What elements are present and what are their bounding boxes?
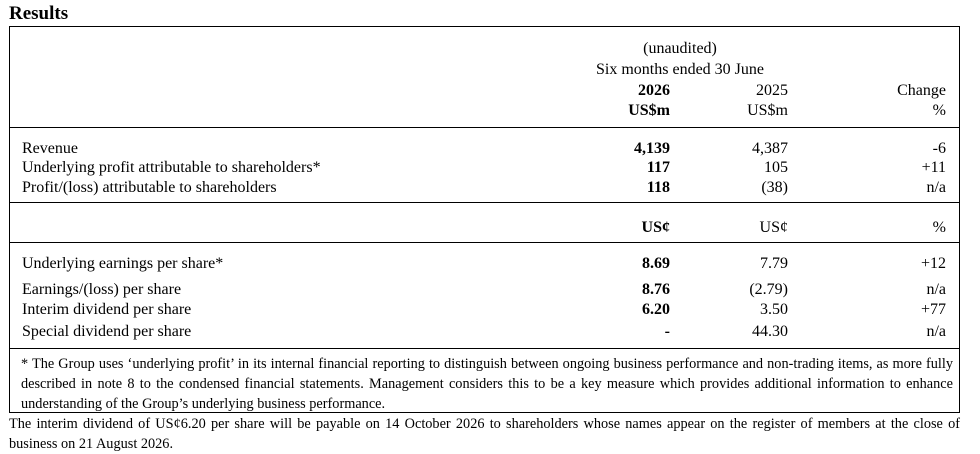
year-current-header: 2026 bbox=[638, 82, 670, 99]
value-change: n/a bbox=[926, 179, 946, 196]
value-change: +12 bbox=[920, 255, 946, 272]
unit-current-subheader: US¢ bbox=[641, 219, 670, 236]
row-label: Special dividend per share bbox=[22, 323, 192, 340]
divider bbox=[10, 127, 959, 128]
unit-prior-subheader: US¢ bbox=[759, 219, 788, 236]
value-2026: 8.76 bbox=[642, 281, 670, 298]
value-2025: 44.30 bbox=[752, 323, 788, 340]
unit-change-header: % bbox=[932, 102, 946, 119]
value-2025: (2.79) bbox=[749, 281, 788, 298]
value-2025: 105 bbox=[764, 159, 788, 176]
value-change: n/a bbox=[926, 323, 946, 340]
unit-prior-header: US$m bbox=[747, 102, 788, 119]
value-2026: 4,139 bbox=[634, 140, 670, 157]
value-2026: 8.69 bbox=[642, 255, 670, 272]
divider bbox=[10, 242, 959, 243]
row-label: Earnings/(loss) per share bbox=[22, 281, 182, 298]
results-table: (unaudited) Six months ended 30 June 202… bbox=[9, 26, 960, 413]
value-2026: 118 bbox=[646, 179, 670, 196]
value-2025: 3.50 bbox=[760, 301, 788, 318]
row-label: Underlying earnings per share* bbox=[22, 255, 224, 272]
value-2026: - bbox=[664, 323, 670, 340]
value-2025: 4,387 bbox=[752, 140, 788, 157]
unit-current-header: US$m bbox=[628, 102, 670, 119]
row-label: Profit/(loss) attributable to shareholde… bbox=[22, 179, 277, 196]
period-label: Six months ended 30 June bbox=[596, 61, 764, 78]
value-change: +77 bbox=[920, 301, 946, 318]
value-change: -6 bbox=[932, 140, 946, 157]
value-change: +11 bbox=[921, 159, 946, 176]
value-2026: 6.20 bbox=[642, 301, 670, 318]
value-2026: 117 bbox=[646, 159, 670, 176]
value-2025: 7.79 bbox=[760, 255, 788, 272]
row-label: Revenue bbox=[22, 140, 78, 157]
divider bbox=[10, 348, 959, 349]
unaudited-label: (unaudited) bbox=[643, 40, 717, 57]
change-header: Change bbox=[897, 82, 946, 99]
unit-change-subheader: % bbox=[932, 219, 946, 236]
row-label: Interim dividend per share bbox=[22, 301, 192, 318]
year-prior-header: 2025 bbox=[756, 82, 788, 99]
footnote: * The Group uses ‘underlying profit’ in … bbox=[21, 356, 953, 412]
page-title: Results bbox=[9, 3, 69, 24]
dividend-note: The interim dividend of US¢6.20 per shar… bbox=[9, 416, 960, 452]
value-change: n/a bbox=[926, 281, 946, 298]
row-label: Underlying profit attributable to shareh… bbox=[22, 159, 321, 176]
divider bbox=[10, 202, 959, 203]
value-2025: (38) bbox=[761, 179, 788, 196]
